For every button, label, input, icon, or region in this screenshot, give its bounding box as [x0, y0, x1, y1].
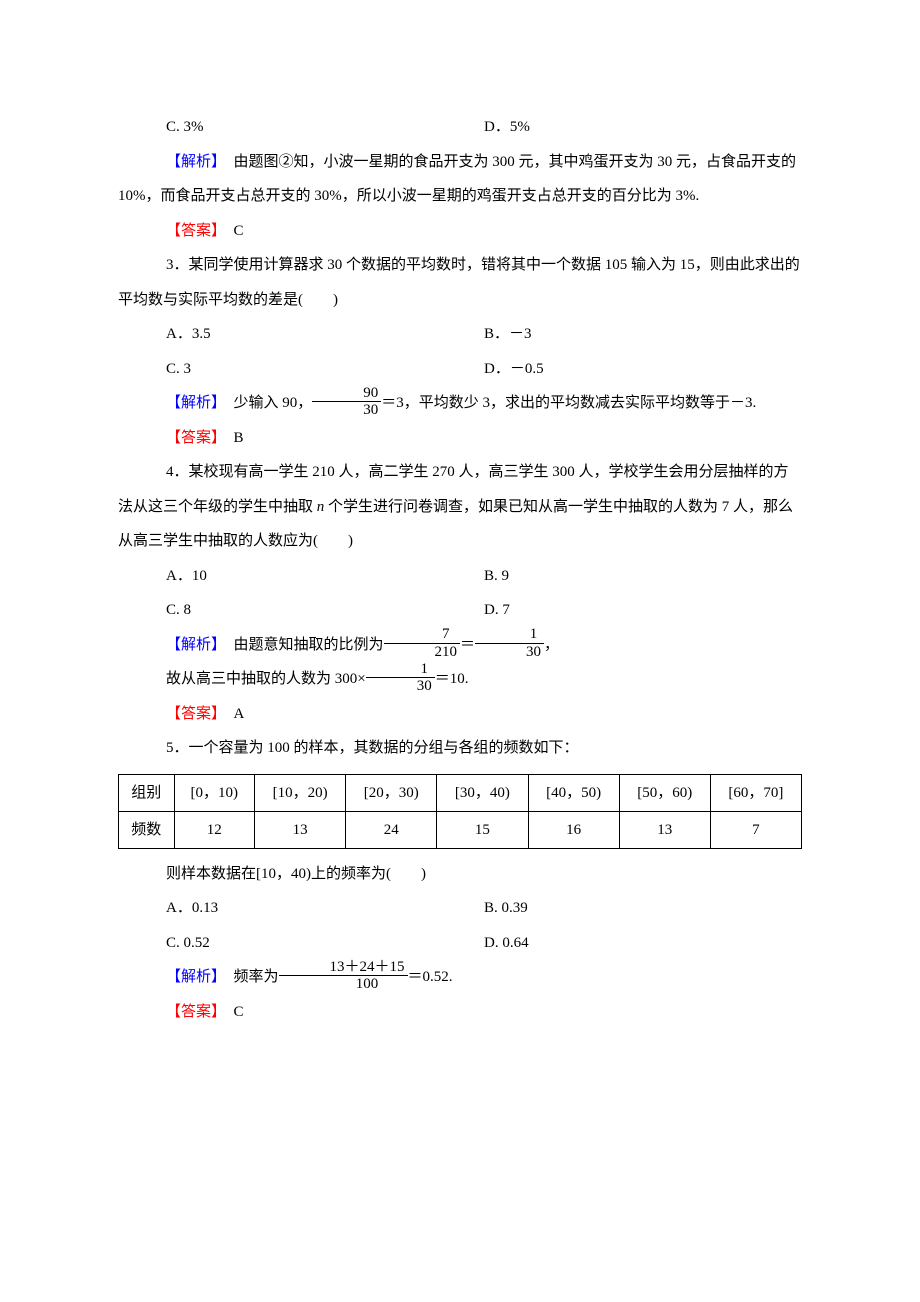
q4-expl-pre: 由题意知抽取的比例为: [219, 637, 384, 653]
explanation-label: 【解析】: [166, 154, 219, 170]
numerator: 13＋24＋15: [279, 959, 408, 977]
option-c: C. 0.52: [166, 926, 484, 961]
option-b: B．－3: [484, 317, 802, 352]
q4-answer: 【答案】 A: [118, 697, 802, 732]
fraction: 9030: [312, 385, 381, 419]
document-page: C. 3% D．5% 【解析】 由题图②知，小波一星期的食品开支为 300 元，…: [0, 0, 920, 1302]
table-cell: 12: [174, 811, 254, 848]
option-c: C. 3%: [166, 110, 484, 145]
table-cell: 7: [710, 811, 801, 848]
q3-options-row2: C. 3 D．－0.5: [118, 352, 802, 387]
q5-stem: 5．一个容量为 100 的样本，其数据的分组与各组的频数如下：: [118, 731, 802, 766]
q4-explanation-line2: 故从高三中抽取的人数为 300×130＝10.: [118, 662, 802, 697]
numerator: 90: [312, 385, 381, 403]
q2-options-row2: C. 3% D．5%: [118, 110, 802, 145]
q3-expl-post: ＝3，平均数少 3，求出的平均数减去实际平均数等于－3.: [381, 395, 756, 411]
q5-options-row1: A．0.13 B. 0.39: [118, 891, 802, 926]
fraction: 7210: [384, 626, 461, 660]
eq: ＝: [460, 637, 475, 653]
option-c: C. 8: [166, 593, 484, 628]
explanation-label: 【解析】: [166, 969, 219, 985]
option-d: D. 7: [484, 593, 802, 628]
table-cell: 16: [528, 811, 619, 848]
frequency-table: 组别 [0，10) [10，20) [20，30) [30，40) [40，50…: [118, 774, 802, 849]
answer-label: 【答案】: [166, 706, 219, 722]
q4-options-row2: C. 8 D. 7: [118, 593, 802, 628]
answer-label: 【答案】: [166, 1004, 219, 1020]
q3-answer: 【答案】 B: [118, 421, 802, 456]
denominator: 210: [384, 644, 461, 661]
option-d: D．－0.5: [484, 352, 802, 387]
q2-explanation: 【解析】 由题图②知，小波一星期的食品开支为 300 元，其中鸡蛋开支为 30 …: [118, 145, 802, 214]
table-cell: [0，10): [174, 774, 254, 811]
table-row: 频数 12 13 24 15 16 13 7: [119, 811, 802, 848]
table-cell: 组别: [119, 774, 175, 811]
q2-answer: 【答案】 C: [118, 214, 802, 249]
q2-ans: C: [219, 223, 244, 239]
table-cell: [10，20): [255, 774, 346, 811]
table-row: 组别 [0，10) [10，20) [20，30) [30，40) [40，50…: [119, 774, 802, 811]
fraction: 130: [475, 626, 544, 660]
option-a: A．10: [166, 559, 484, 594]
comma: ，: [544, 637, 559, 653]
table-cell: [30，40): [437, 774, 528, 811]
denominator: 30: [475, 644, 544, 661]
q2-expl-text: 由题图②知，小波一星期的食品开支为 300 元，其中鸡蛋开支为 30 元，占食品…: [118, 154, 796, 205]
table-cell: [50，60): [619, 774, 710, 811]
q5-post: 则样本数据在[10，40)上的频率为( ): [118, 857, 802, 892]
q4-line2-post: ＝10.: [435, 671, 469, 687]
q3-ans: B: [219, 430, 244, 446]
explanation-label: 【解析】: [166, 395, 219, 411]
q3-stem: 3．某同学使用计算器求 30 个数据的平均数时，错将其中一个数据 105 输入为…: [118, 248, 802, 317]
numerator: 1: [475, 626, 544, 644]
option-d: D. 0.64: [484, 926, 802, 961]
answer-label: 【答案】: [166, 223, 219, 239]
q4-options-row1: A．10 B. 9: [118, 559, 802, 594]
answer-label: 【答案】: [166, 430, 219, 446]
table-cell: [20，30): [346, 774, 437, 811]
denominator: 30: [312, 402, 381, 419]
fraction: 130: [366, 661, 435, 695]
q5-answer: 【答案】 C: [118, 995, 802, 1030]
denominator: 100: [279, 976, 408, 993]
option-b: B. 9: [484, 559, 802, 594]
table-cell: 13: [619, 811, 710, 848]
q4-stem: 4．某校现有高一学生 210 人，高二学生 270 人，高三学生 300 人，学…: [118, 455, 802, 559]
q3-explanation: 【解析】 少输入 90，9030＝3，平均数少 3，求出的平均数减去实际平均数等…: [118, 386, 802, 421]
q4-explanation-line1: 【解析】 由题意知抽取的比例为7210＝130，: [118, 628, 802, 663]
option-a: A．0.13: [166, 891, 484, 926]
table-cell: 24: [346, 811, 437, 848]
denominator: 30: [366, 678, 435, 695]
option-d: D．5%: [484, 110, 802, 145]
q5-explanation: 【解析】 频率为13＋24＋15100＝0.52.: [118, 960, 802, 995]
q3-options-row1: A．3.5 B．－3: [118, 317, 802, 352]
table-cell: [40，50): [528, 774, 619, 811]
numerator: 7: [384, 626, 461, 644]
table-cell: [60，70]: [710, 774, 801, 811]
table-cell: 13: [255, 811, 346, 848]
table-cell: 频数: [119, 811, 175, 848]
q4-line2-pre: 故从高三中抽取的人数为 300×: [166, 671, 366, 687]
option-a: A．3.5: [166, 317, 484, 352]
explanation-label: 【解析】: [166, 637, 219, 653]
table-cell: 15: [437, 811, 528, 848]
q4-stem-text: 4．某校现有高一学生 210 人，高二学生 270 人，高三学生 300 人，学…: [118, 464, 793, 549]
q5-expl-post: ＝0.52.: [408, 969, 453, 985]
q4-ans: A: [219, 706, 245, 722]
option-b: B. 0.39: [484, 891, 802, 926]
numerator: 1: [366, 661, 435, 679]
q5-expl-pre: 频率为: [219, 969, 279, 985]
fraction: 13＋24＋15100: [279, 959, 408, 993]
q3-expl-pre: 少输入 90，: [219, 395, 313, 411]
q5-ans: C: [219, 1004, 244, 1020]
option-c: C. 3: [166, 352, 484, 387]
q5-options-row2: C. 0.52 D. 0.64: [118, 926, 802, 961]
